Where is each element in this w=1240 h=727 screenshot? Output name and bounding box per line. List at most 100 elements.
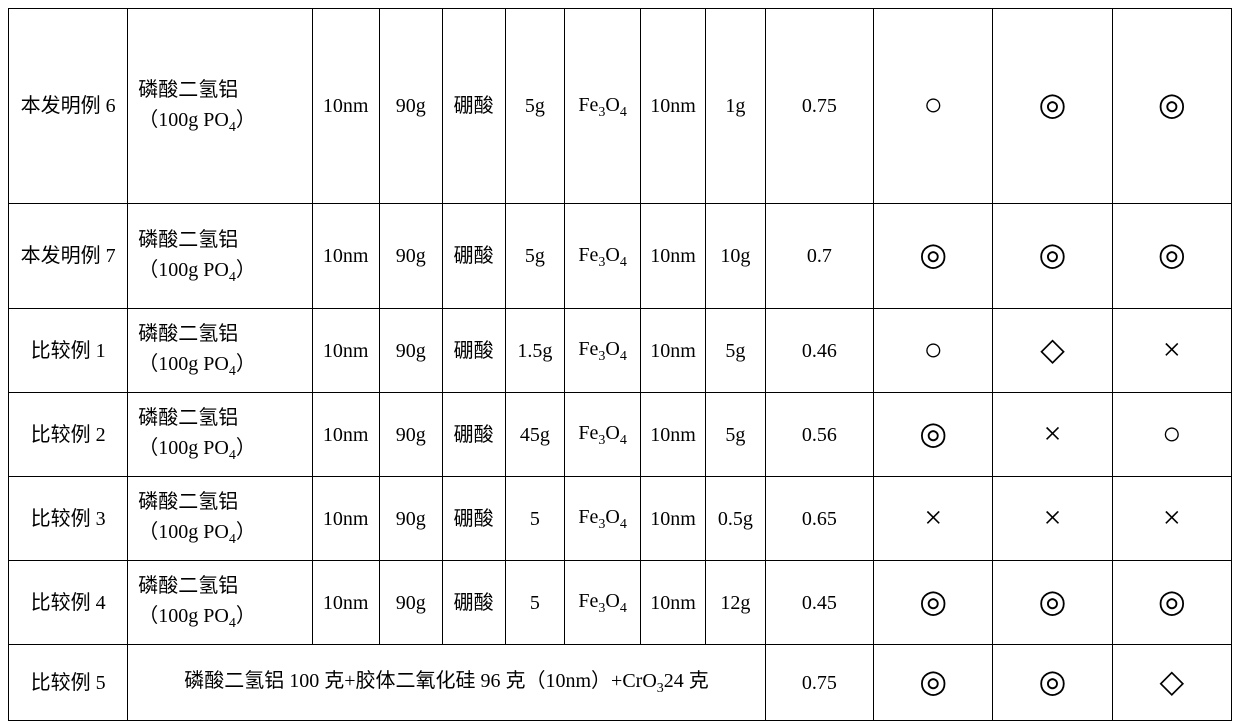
- result-symbol-2: ×: [993, 393, 1112, 477]
- result-symbol-3: ×: [1112, 309, 1231, 393]
- additive-cell: 硼酸: [442, 204, 505, 309]
- table-row: 比较例 5磷酸二氢铝 100 克+胶体二氧化硅 96 克（10nm）+CrO32…: [9, 645, 1232, 721]
- cross-icon: ×: [1043, 415, 1061, 451]
- double-circle-icon: ◎: [919, 583, 947, 619]
- result-symbol-1: ○: [874, 9, 993, 204]
- result-symbol-3: ×: [1112, 477, 1231, 561]
- double-circle-icon: ◎: [1039, 583, 1067, 619]
- ratio-cell: 0.75: [765, 9, 873, 204]
- table-row: 本发明例 6磷酸二氢铝（100g PO4）10nm90g硼酸5gFe3O410n…: [9, 9, 1232, 204]
- compound-cell: Fe3O4: [565, 204, 641, 309]
- double-circle-icon: ◎: [919, 663, 947, 699]
- table-row: 比较例 1磷酸二氢铝（100g PO4）10nm90g硼酸1.5gFe3O410…: [9, 309, 1232, 393]
- material-cell: 磷酸二氢铝（100g PO4）: [128, 393, 312, 477]
- row-label: 本发明例 6: [9, 9, 128, 204]
- mass1-cell: 90g: [379, 477, 442, 561]
- result-symbol-1: ×: [874, 477, 993, 561]
- material-cell: 磷酸二氢铝（100g PO4）: [128, 309, 312, 393]
- double-circle-icon: ◎: [1039, 236, 1067, 272]
- cross-icon: ×: [924, 499, 942, 535]
- cross-icon: ×: [1043, 499, 1061, 535]
- double-circle-icon: ◎: [1039, 663, 1067, 699]
- mass3-cell: 12g: [706, 561, 766, 645]
- ratio-cell: 0.45: [765, 561, 873, 645]
- table-row: 比较例 3磷酸二氢铝（100g PO4）10nm90g硼酸5Fe3O410nm0…: [9, 477, 1232, 561]
- size1-cell: 10nm: [312, 9, 379, 204]
- mass2-cell: 5g: [505, 9, 565, 204]
- circle-icon: ○: [924, 331, 943, 367]
- compound-cell: Fe3O4: [565, 393, 641, 477]
- result-symbol-1: ◎: [874, 645, 993, 721]
- result-symbol-2: ◎: [993, 9, 1112, 204]
- additive-cell: 硼酸: [442, 309, 505, 393]
- cross-icon: ×: [1163, 331, 1181, 367]
- material-cell: 磷酸二氢铝（100g PO4）: [128, 9, 312, 204]
- merged-material-cell: 磷酸二氢铝 100 克+胶体二氧化硅 96 克（10nm）+CrO324 克: [128, 645, 765, 721]
- row-label: 比较例 3: [9, 477, 128, 561]
- compound-cell: Fe3O4: [565, 9, 641, 204]
- double-circle-icon: ◎: [919, 415, 947, 451]
- mass1-cell: 90g: [379, 393, 442, 477]
- circle-icon: ○: [924, 86, 943, 122]
- table-row: 比较例 4磷酸二氢铝（100g PO4）10nm90g硼酸5Fe3O410nm1…: [9, 561, 1232, 645]
- mass2-cell: 1.5g: [505, 309, 565, 393]
- additive-cell: 硼酸: [442, 561, 505, 645]
- row-label: 本发明例 7: [9, 204, 128, 309]
- material-cell: 磷酸二氢铝（100g PO4）: [128, 477, 312, 561]
- mass2-cell: 5: [505, 561, 565, 645]
- mass1-cell: 90g: [379, 9, 442, 204]
- mass3-cell: 5g: [706, 393, 766, 477]
- circle-icon: ○: [1162, 415, 1181, 451]
- result-symbol-3: ◇: [1112, 645, 1231, 721]
- ratio-cell: 0.75: [765, 645, 873, 721]
- ratio-cell: 0.7: [765, 204, 873, 309]
- mass2-cell: 45g: [505, 393, 565, 477]
- double-circle-icon: ◎: [1158, 583, 1186, 619]
- result-symbol-1: ◎: [874, 204, 993, 309]
- size2-cell: 10nm: [641, 561, 706, 645]
- result-symbol-3: ○: [1112, 393, 1231, 477]
- compound-cell: Fe3O4: [565, 309, 641, 393]
- additive-cell: 硼酸: [442, 477, 505, 561]
- result-symbol-3: ◎: [1112, 9, 1231, 204]
- mass3-cell: 0.5g: [706, 477, 766, 561]
- ratio-cell: 0.65: [765, 477, 873, 561]
- result-symbol-2: ◇: [993, 309, 1112, 393]
- table-row: 比较例 2磷酸二氢铝（100g PO4）10nm90g硼酸45gFe3O410n…: [9, 393, 1232, 477]
- ratio-cell: 0.56: [765, 393, 873, 477]
- result-symbol-3: ◎: [1112, 204, 1231, 309]
- table-row: 本发明例 7磷酸二氢铝（100g PO4）10nm90g硼酸5gFe3O410n…: [9, 204, 1232, 309]
- row-label: 比较例 4: [9, 561, 128, 645]
- double-circle-icon: ◎: [919, 236, 947, 272]
- size1-cell: 10nm: [312, 561, 379, 645]
- size2-cell: 10nm: [641, 9, 706, 204]
- row-label: 比较例 2: [9, 393, 128, 477]
- additive-cell: 硼酸: [442, 393, 505, 477]
- compound-cell: Fe3O4: [565, 561, 641, 645]
- result-symbol-1: ○: [874, 309, 993, 393]
- row-label: 比较例 1: [9, 309, 128, 393]
- double-circle-icon: ◎: [1039, 86, 1067, 122]
- mass1-cell: 90g: [379, 309, 442, 393]
- result-symbol-3: ◎: [1112, 561, 1231, 645]
- diamond-icon: ◇: [1040, 331, 1065, 367]
- size2-cell: 10nm: [641, 204, 706, 309]
- result-symbol-2: ◎: [993, 645, 1112, 721]
- mass1-cell: 90g: [379, 561, 442, 645]
- ratio-cell: 0.46: [765, 309, 873, 393]
- size2-cell: 10nm: [641, 477, 706, 561]
- result-symbol-1: ◎: [874, 561, 993, 645]
- mass3-cell: 5g: [706, 309, 766, 393]
- mass1-cell: 90g: [379, 204, 442, 309]
- row-label: 比较例 5: [9, 645, 128, 721]
- material-cell: 磷酸二氢铝（100g PO4）: [128, 204, 312, 309]
- result-symbol-2: ◎: [993, 561, 1112, 645]
- result-symbol-1: ◎: [874, 393, 993, 477]
- size1-cell: 10nm: [312, 309, 379, 393]
- mass3-cell: 1g: [706, 9, 766, 204]
- size1-cell: 10nm: [312, 204, 379, 309]
- result-symbol-2: ◎: [993, 204, 1112, 309]
- result-symbol-2: ×: [993, 477, 1112, 561]
- size1-cell: 10nm: [312, 393, 379, 477]
- mass2-cell: 5g: [505, 204, 565, 309]
